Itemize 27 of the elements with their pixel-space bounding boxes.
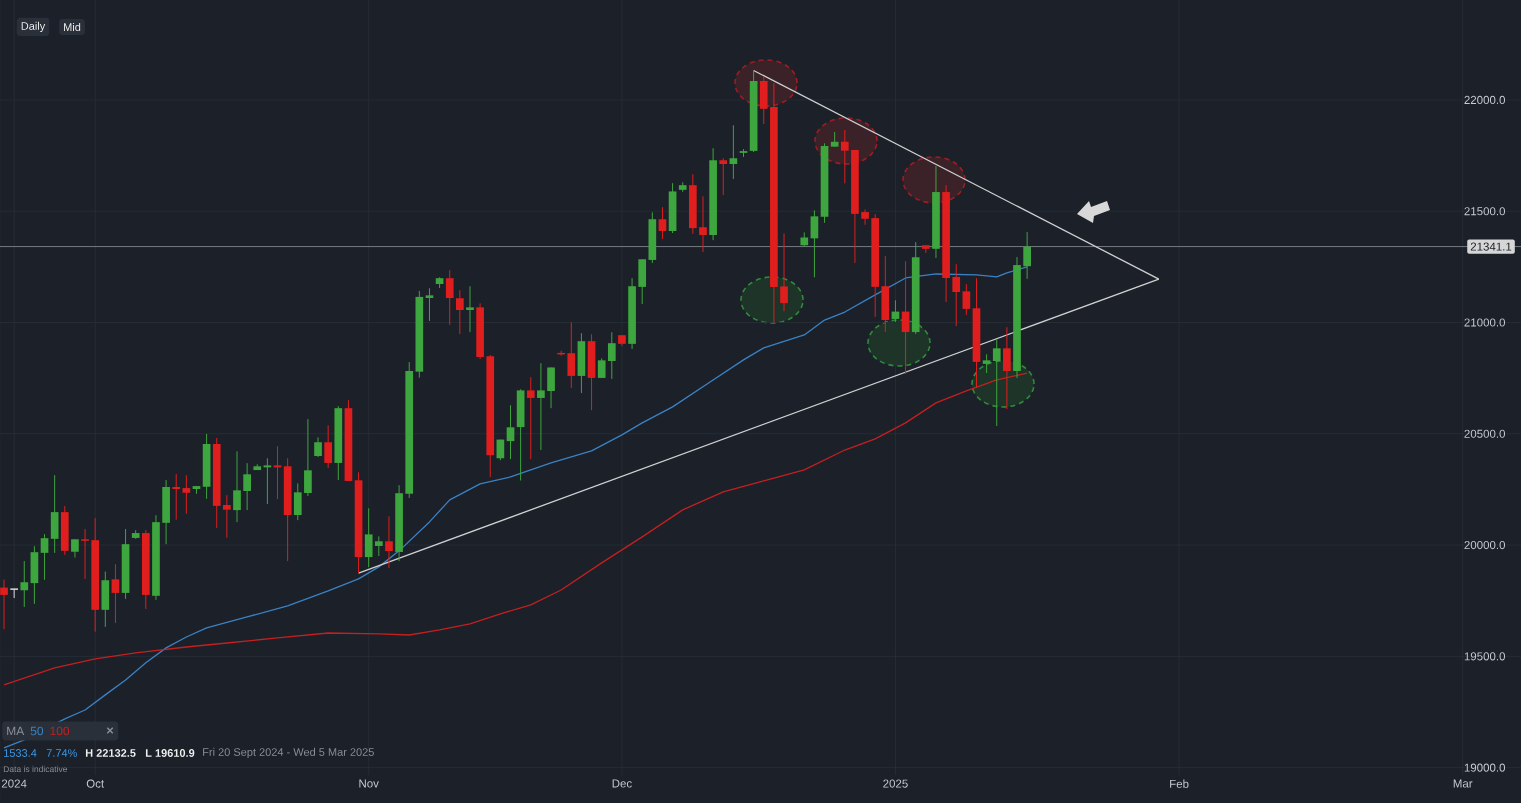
series-label: 50 [30,726,44,736]
annotation: 7.74% [46,749,77,757]
ref-line-label: 21341.1 [1470,242,1512,251]
annotation: Mid [64,22,81,32]
annotation: Fri 20 Sept 2024 - Wed 5 Mar 2025 [203,747,374,759]
y-tick-label: 22000.0 [1464,95,1506,104]
y-tick-label: 20000.0 [1464,541,1506,550]
y-tick-label: 21000.0 [1464,318,1506,327]
annotation: Daily [21,21,46,33]
y-tick-label: 20500.0 [1464,429,1506,438]
annotation: Data is indicative [3,765,68,773]
x-tick-label: Feb [1170,779,1189,788]
y-tick-label: 19000.0 [1464,763,1506,772]
text: 100 [50,726,70,736]
x-tick-label: Mar [1453,779,1473,788]
legend-title: MA [7,726,25,736]
x-tick-label: Dec [612,779,632,788]
y-tick-label: 19500.0 [1464,652,1506,661]
x-tick-label: 2024 [1,779,27,788]
annotation: L 19610.9 [145,749,195,757]
x-tick-label: Nov [359,779,379,788]
annotation: H 22132.5 [85,749,136,757]
annotation: 1533.4 [4,749,37,757]
x-tick-label: Oct [86,779,105,788]
annotation: × [106,727,114,734]
y-tick-label: 21500.0 [1464,207,1506,216]
x-tick-label: 2025 [883,779,908,788]
